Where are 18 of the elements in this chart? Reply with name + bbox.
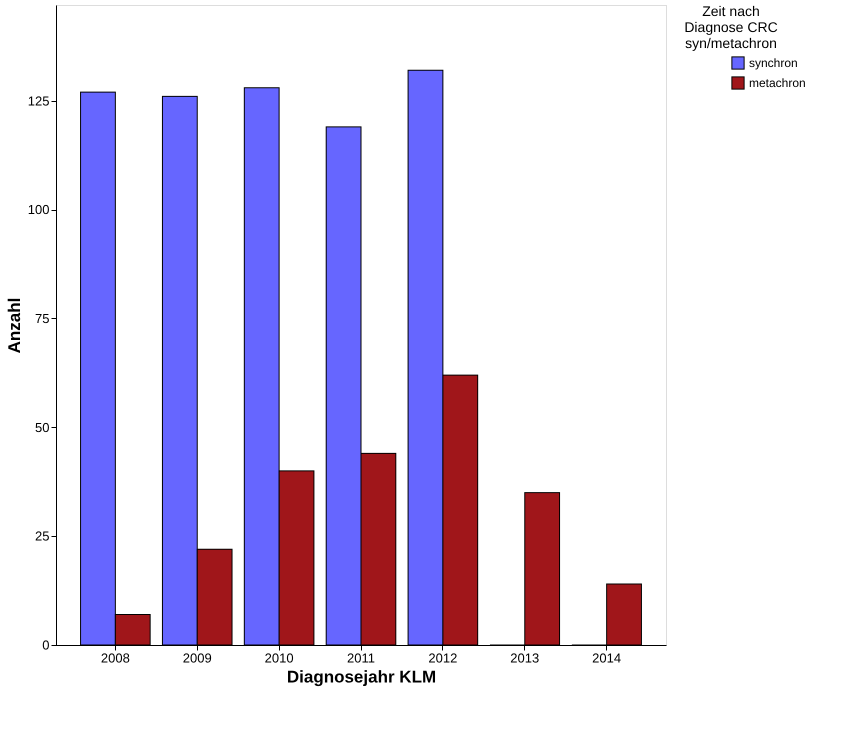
x-tick-label: 2014 [592,650,622,666]
y-tick-label: 25 [35,528,50,544]
legend-label: synchron [749,56,798,70]
legend-title: Zeit nach Diagnose CRC syn/metachron [684,3,778,51]
x-tick-label: 2011 [347,650,375,666]
x-tick-label: 2013 [510,650,540,666]
y-axis-title: Anzahl [4,298,24,354]
y-tick-label: 50 [35,420,50,435]
x-tick-label: 2012 [428,650,458,666]
y-tick-label: 125 [28,93,50,108]
y-tick-label: 0 [42,638,50,652]
legend-label: metachron [749,76,806,90]
x-tick-label: 2008 [100,650,130,666]
y-tick-label: 75 [35,310,50,326]
x-axis-title: Diagnosejahr KLM [286,668,436,686]
y-tick-label: 100 [28,202,50,218]
x-tick-label: 2010 [264,650,294,666]
x-tick-label: 2009 [182,650,212,666]
